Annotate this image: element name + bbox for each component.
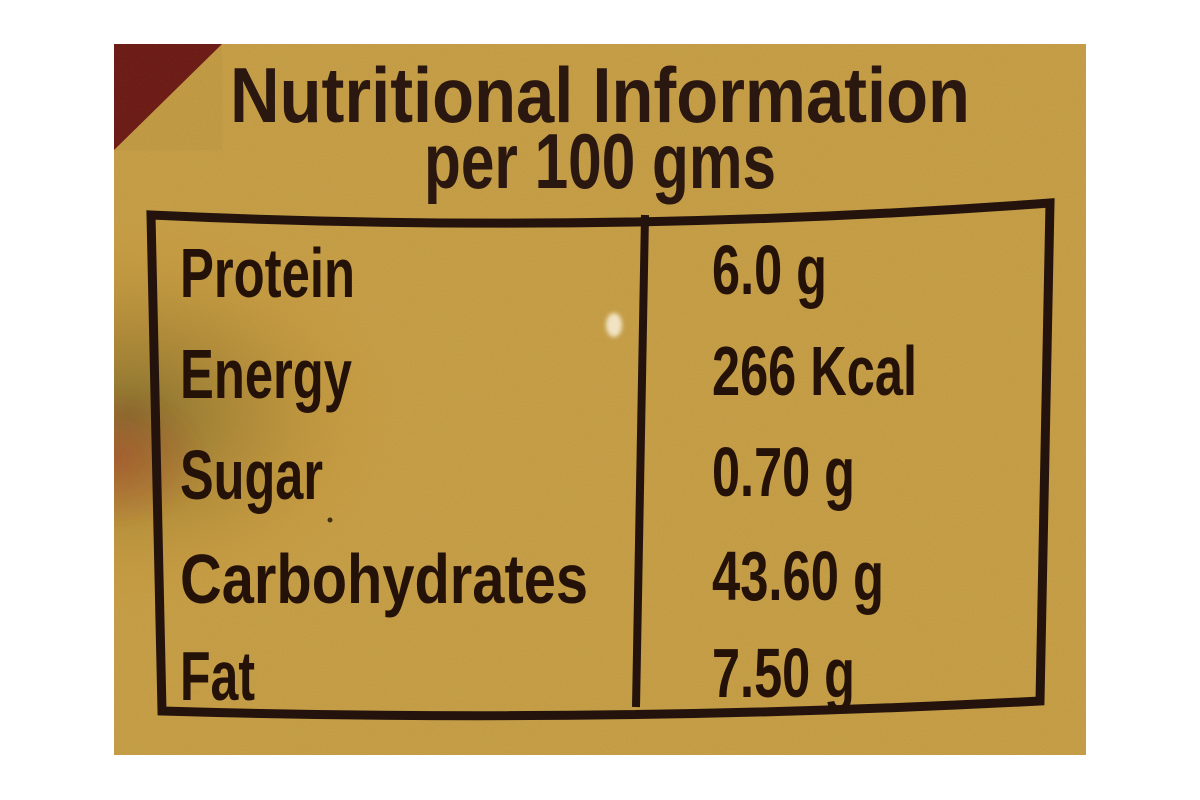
svg-text:266 Kcal: 266 Kcal <box>712 332 917 410</box>
svg-text:Fat: Fat <box>180 637 255 715</box>
svg-text:7.50 g: 7.50 g <box>712 634 855 712</box>
svg-text:Energy: Energy <box>180 335 352 413</box>
svg-text:Protein: Protein <box>180 234 355 312</box>
svg-text:per 100 gms: per 100 gms <box>424 117 776 205</box>
svg-text:0.70 g: 0.70 g <box>712 433 855 511</box>
svg-text:6.0 g: 6.0 g <box>712 231 827 309</box>
svg-text:Carbohydrates: Carbohydrates <box>180 540 588 618</box>
svg-text:Sugar: Sugar <box>180 436 323 514</box>
svg-text:43.60 g: 43.60 g <box>712 537 884 615</box>
